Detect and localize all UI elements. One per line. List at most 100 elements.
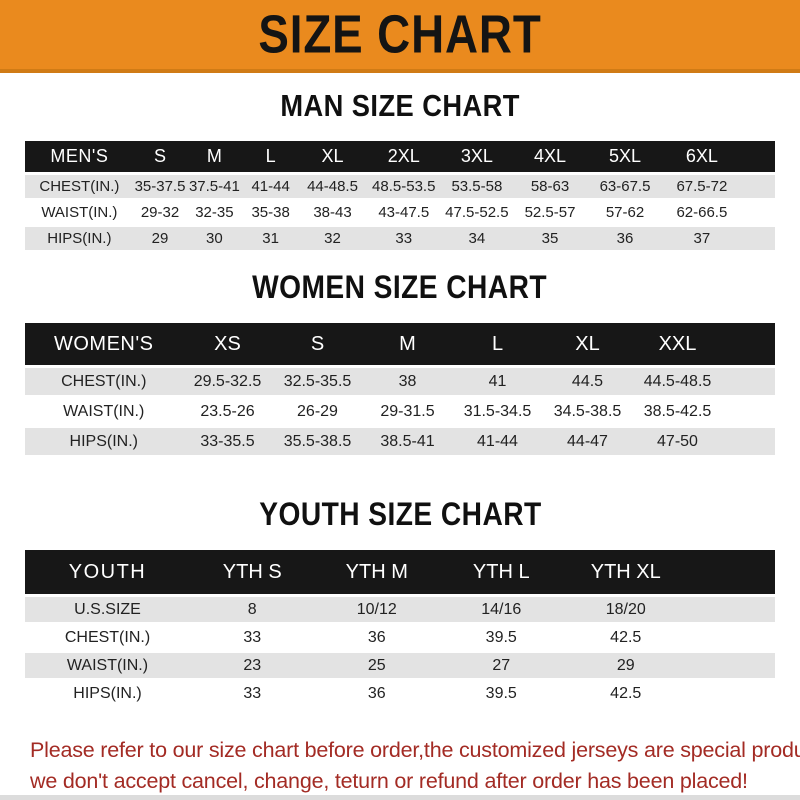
disclaimer-line-1: Please refer to our size chart before or… (30, 738, 800, 762)
youth-size-table: YOUTH YTH S YTH M YTH L YTH XL U.S.SIZE 8 10/12… (25, 547, 775, 709)
column-header: S (310, 332, 325, 355)
column-header: YTH S (222, 560, 282, 583)
column-header: 5XL (608, 146, 642, 166)
column-header: YTH M (345, 560, 408, 583)
size-value: 42.5 (610, 628, 642, 646)
size-value: 38.5-42.5 (643, 402, 712, 420)
size-chart-banner: SIZE CHART (0, 0, 800, 73)
table-row: HIPS(IN.) 33-35.5 35.5-38.5 38.5-41 41-44 44-… (25, 428, 775, 455)
table-row: U.S.SIZE 8 10/12 14/16 18/20 (25, 597, 775, 622)
size-value: 18/20 (605, 600, 646, 618)
filler-cell (741, 141, 775, 172)
table-row: WAIST(IN.) 23.5-26 26-29 29-31.5 31.5-34.5 34… (25, 398, 775, 425)
size-value: 63-67.5 (599, 178, 651, 195)
size-value: 35.5-38.5 (283, 432, 352, 450)
table-row: WAIST(IN.) 23 25 27 29 (25, 653, 775, 678)
size-value: 34 (468, 230, 486, 247)
bottom-edge-strip (0, 795, 800, 800)
table-row: HIPS(IN.) 33 36 39.5 42.5 (25, 681, 775, 706)
size-value: 36 (616, 230, 634, 247)
row-label: CHEST(IN.) (61, 372, 147, 390)
size-value: 43-47.5 (378, 204, 430, 221)
column-header: S (153, 146, 166, 166)
size-value: 44-48.5 (307, 178, 358, 195)
size-value: 29 (151, 230, 169, 247)
row-label: HIPS(IN.) (47, 230, 112, 247)
size-value: 33 (243, 628, 262, 646)
man-section-title-text: MAN SIZE CHART (280, 88, 520, 123)
size-value: 39.5 (485, 684, 517, 702)
filler-cell (741, 201, 775, 224)
size-value: 35-37.5 (134, 178, 186, 195)
size-value: 48.5-53.5 (372, 178, 436, 195)
table-header-row: WOMEN'S XS S M L XL XXL (25, 323, 775, 365)
table-row: CHEST(IN.) 33 36 39.5 42.5 (25, 625, 775, 650)
size-value: 36 (367, 684, 386, 702)
size-value: 38 (398, 372, 417, 390)
size-value: 42.5 (610, 684, 642, 702)
column-header: 4XL (533, 146, 567, 166)
table-header-row: YOUTH YTH S YTH M YTH L YTH XL (25, 550, 775, 594)
filler-cell (688, 681, 775, 706)
filler-cell (723, 368, 776, 395)
table-row: CHEST(IN.) 35-37.5 37.5-41 41-44 44-48.5 48.5… (25, 175, 775, 198)
column-header: M (206, 146, 222, 166)
size-value: 41-44 (477, 432, 518, 450)
filler-cell (741, 175, 775, 198)
filler-cell (723, 428, 776, 455)
filler-cell (741, 227, 775, 250)
column-header: 2XL (387, 146, 420, 166)
row-label: WAIST(IN.) (63, 402, 145, 420)
column-header: M (399, 332, 416, 355)
size-value: 8 (247, 600, 257, 618)
youth-section-title-text: YOUTH SIZE CHART (258, 496, 542, 532)
size-value: 41-44 (251, 178, 290, 195)
column-header: L (265, 146, 276, 166)
size-value: 31.5-34.5 (463, 402, 532, 420)
size-value: 36 (367, 628, 386, 646)
filler-cell (723, 398, 776, 425)
table-row: WAIST(IN.) 29-32 32-35 35-38 38-43 43-47.5 47.… (25, 201, 775, 224)
size-value: 27 (492, 656, 511, 674)
row-label: HIPS(IN.) (69, 432, 138, 450)
column-header: XL (575, 332, 600, 355)
size-value: 10/12 (356, 600, 397, 618)
size-value: 37.5-41 (188, 178, 240, 195)
row-label: WAIST(IN.) (66, 656, 149, 674)
size-value: 35 (541, 230, 559, 247)
women-section-title-text: WOMEN SIZE CHART (252, 269, 548, 305)
table-row: CHEST(IN.) 29.5-32.5 32.5-35.5 38 41 44.5 44.5… (25, 368, 775, 395)
size-value: 31 (262, 230, 279, 247)
table-row: HIPS(IN.) 29 30 31 32 33 34 35 36 37 (25, 227, 775, 250)
table-header-label: WOMEN'S (53, 332, 154, 355)
size-value: 32-35 (195, 204, 234, 221)
size-value: 23 (243, 656, 262, 674)
size-value: 30 (206, 230, 223, 247)
women-size-table: WOMEN'S XS S M L XL XXL CHEST(IN.) 29.5-32.5 32.5… (25, 320, 775, 458)
size-value: 26-29 (297, 402, 338, 420)
size-value: 41 (488, 372, 507, 390)
filler-cell (688, 550, 775, 594)
column-header: XXL (658, 332, 697, 355)
size-value: 23.5-26 (200, 402, 255, 420)
size-value: 67.5-72 (676, 178, 728, 195)
size-value: 29.5-32.5 (193, 372, 262, 390)
size-value: 38-43 (313, 204, 352, 221)
banner-title: SIZE CHART (258, 4, 542, 65)
size-value: 57-62 (605, 204, 645, 221)
size-value: 53.5-58 (451, 178, 503, 195)
filler-cell (688, 625, 775, 650)
size-value: 32 (324, 230, 341, 247)
table-header-label: YOUTH (68, 560, 147, 583)
column-header: 3XL (460, 146, 493, 166)
filler-cell (723, 323, 776, 365)
column-header: XS (214, 332, 241, 355)
man-section-title: MAN SIZE CHART (0, 88, 800, 124)
column-header: L (491, 332, 504, 355)
size-value: 47-50 (657, 432, 698, 450)
column-header: XL (321, 146, 344, 166)
size-value: 14/16 (481, 600, 522, 618)
size-value: 47.5-52.5 (445, 204, 509, 221)
size-value: 58-63 (530, 178, 570, 195)
men-size-table: MEN'S S M L XL 2XL 3XL 4XL 5XL 6XL CHEST(IN.) 35-37… (25, 138, 775, 253)
